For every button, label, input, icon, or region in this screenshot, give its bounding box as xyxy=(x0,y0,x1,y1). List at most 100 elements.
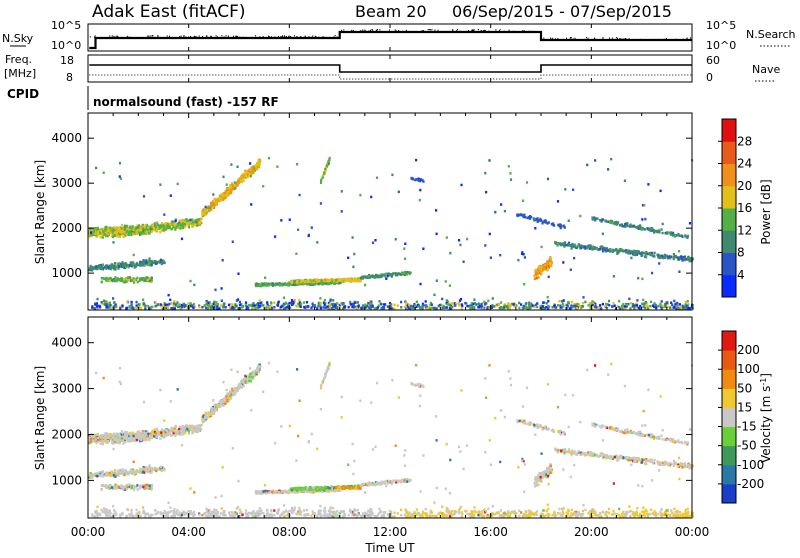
power-point xyxy=(140,307,142,310)
power-point xyxy=(419,283,421,286)
power-point xyxy=(133,254,135,257)
power-point xyxy=(635,226,637,229)
power-point xyxy=(220,304,222,307)
velocity-point xyxy=(153,435,155,438)
nsky-sample xyxy=(369,30,370,31)
power-point xyxy=(673,253,675,256)
power-point xyxy=(655,230,657,233)
power-point xyxy=(403,247,405,250)
power-point xyxy=(647,183,649,186)
nsky-sample xyxy=(184,35,185,36)
nsky-sample xyxy=(472,31,473,32)
nsky-sample xyxy=(194,36,195,37)
power-point xyxy=(630,257,632,260)
power-point xyxy=(652,254,654,257)
power-point xyxy=(646,305,648,308)
power-point xyxy=(265,307,267,310)
power-point xyxy=(576,307,578,310)
power-point xyxy=(217,199,219,202)
power-point xyxy=(321,177,323,180)
power-point xyxy=(277,304,279,307)
power-point xyxy=(133,281,135,284)
power-point xyxy=(624,305,626,308)
power-point xyxy=(463,261,465,264)
power-point xyxy=(538,265,540,268)
nsky-sample xyxy=(664,39,665,40)
power-point xyxy=(215,202,217,205)
power-point xyxy=(589,302,591,305)
power-point xyxy=(324,170,326,173)
power-point xyxy=(273,301,275,304)
power-point xyxy=(611,249,613,252)
power-point xyxy=(320,182,322,185)
power-point xyxy=(112,236,114,239)
power-point xyxy=(237,166,239,169)
power-point xyxy=(204,305,206,308)
nsky-sample xyxy=(609,38,610,39)
power-point xyxy=(302,280,304,283)
power-point xyxy=(347,257,349,260)
velocity-point xyxy=(117,434,119,437)
power-point xyxy=(503,306,505,309)
power-point xyxy=(103,278,105,281)
power-point xyxy=(555,242,557,245)
velocity-point xyxy=(135,434,137,437)
power-point xyxy=(522,200,524,203)
velocity-point xyxy=(177,431,179,434)
nsky-sample xyxy=(623,39,624,40)
power-point xyxy=(673,306,675,309)
nsky-sample xyxy=(185,37,186,38)
power-point xyxy=(151,277,153,280)
power-point xyxy=(383,273,385,276)
power-point xyxy=(89,267,91,270)
power-point xyxy=(201,306,203,309)
power-point xyxy=(541,246,543,249)
power-point xyxy=(492,297,494,300)
power-point xyxy=(321,280,323,283)
power-point xyxy=(112,297,114,300)
power-point xyxy=(118,262,120,265)
power-point xyxy=(129,264,131,267)
power-point xyxy=(687,300,689,303)
power-point xyxy=(404,258,406,261)
power-point xyxy=(105,265,107,268)
power-point xyxy=(436,233,438,236)
power-point xyxy=(368,275,370,278)
velocity-point xyxy=(184,427,186,430)
power-point xyxy=(568,220,570,223)
power-point xyxy=(410,177,412,180)
power-point xyxy=(419,199,421,202)
power-point xyxy=(387,275,389,278)
power-point xyxy=(168,303,170,306)
velocity-point xyxy=(174,430,176,433)
power-point xyxy=(628,298,630,301)
power-point xyxy=(218,307,220,310)
power-point xyxy=(657,305,659,308)
nsky-sample xyxy=(389,30,390,31)
power-point xyxy=(570,269,572,272)
nsky-sample xyxy=(224,36,225,37)
power-point xyxy=(636,299,638,302)
power-point xyxy=(120,177,122,180)
power-point xyxy=(162,261,164,264)
power-point xyxy=(499,307,501,310)
nsky-sample xyxy=(323,36,324,37)
nsky-sample xyxy=(243,37,244,38)
power-point xyxy=(536,306,538,309)
power-point xyxy=(119,278,121,281)
power-point xyxy=(630,250,632,253)
velocity-point xyxy=(165,429,167,432)
nsky-sample xyxy=(236,36,237,37)
power-point xyxy=(151,230,153,233)
power-point xyxy=(143,195,145,198)
power-point xyxy=(255,167,257,170)
power-point xyxy=(92,268,94,271)
power-point xyxy=(96,298,98,301)
power-point xyxy=(529,306,531,309)
velocity-point xyxy=(169,429,171,432)
nsky-sample xyxy=(377,29,378,30)
colorbar-tick-label: 8 xyxy=(737,246,745,260)
power-point xyxy=(415,159,417,162)
power-point xyxy=(147,264,149,267)
y-tick-label: 1000 xyxy=(51,266,82,280)
